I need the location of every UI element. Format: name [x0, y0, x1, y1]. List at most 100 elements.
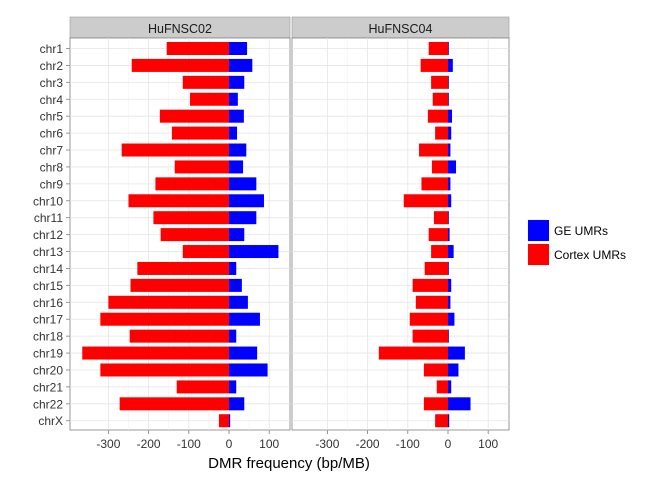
y-tick-label: chr4: [40, 93, 64, 107]
x-axis-title: DMR frequency (bp/MB): [208, 455, 370, 472]
bar-chr18-ge-umrs: [448, 329, 449, 343]
panel-HuFNSC04: HuFNSC04: [291, 16, 510, 431]
bar-chr1-cortex-umrs: [166, 42, 229, 55]
legend-swatch: [528, 220, 549, 241]
bar-chr17-cortex-umrs: [409, 312, 448, 326]
bar-chr21-cortex-umrs: [436, 380, 448, 394]
bar-chr15-cortex-umrs: [130, 278, 229, 292]
bar-chr3-cortex-umrs: [182, 75, 229, 89]
bar-chr1-ge-umrs: [229, 42, 248, 55]
y-tick-label: chr21: [33, 380, 63, 394]
x-tick-label: -300: [315, 437, 339, 451]
bar-chr9-ge-umrs: [229, 177, 257, 191]
bar-chr5-cortex-umrs: [159, 109, 229, 123]
bar-chr20-cortex-umrs: [423, 363, 448, 377]
y-tick-label: chr17: [33, 313, 63, 327]
bar-chr10-ge-umrs: [448, 194, 452, 208]
bar-chr3-ge-umrs: [448, 75, 449, 89]
y-tick-label: chr3: [40, 76, 64, 90]
bar-chr1-ge-umrs: [448, 42, 449, 55]
panel-HuFNSC02: HuFNSC02: [69, 16, 291, 431]
y-tick-label: chr16: [33, 296, 63, 310]
x-axis: -300 -200 -100 0 100 -300 -200 -100 0 100: [96, 430, 499, 451]
legend-swatch: [528, 244, 549, 265]
bar-chr6-cortex-umrs: [435, 126, 448, 140]
bar-chr4-cortex-umrs: [432, 92, 448, 106]
y-tick-label: chrX: [38, 414, 63, 428]
y-tick-label: chr2: [40, 59, 64, 73]
bar-chr13-ge-umrs: [229, 245, 279, 259]
bar-chr11-ge-umrs: [229, 211, 257, 225]
legend: GE UMRs Cortex UMRs: [526, 218, 626, 267]
bar-chr2-ge-umrs: [229, 58, 253, 72]
bar-chr22-ge-umrs: [448, 397, 471, 411]
bar-chr12-cortex-umrs: [160, 228, 229, 242]
panel-background: [291, 37, 510, 431]
bar-chr10-cortex-umrs: [403, 194, 448, 208]
y-tick-label: chr13: [33, 245, 63, 259]
bar-chr20-ge-umrs: [229, 363, 268, 377]
bar-chr21-ge-umrs: [448, 380, 452, 394]
bar-chr14-ge-umrs: [448, 261, 449, 275]
x-tick-label: 100: [478, 437, 498, 451]
bar-chr17-cortex-umrs: [100, 312, 229, 326]
bar-chrX-ge-umrs: [229, 414, 231, 428]
bar-chr5-cortex-umrs: [427, 109, 448, 123]
bar-chr15-ge-umrs: [229, 278, 242, 292]
bar-chr22-cortex-umrs: [119, 397, 229, 411]
bar-chr11-ge-umrs: [448, 211, 449, 225]
bar-chr18-ge-umrs: [229, 329, 237, 343]
bar-chr14-cortex-umrs: [137, 261, 229, 275]
bar-chr15-cortex-umrs: [412, 278, 448, 292]
bar-chr7-ge-umrs: [229, 143, 247, 157]
bar-chr21-cortex-umrs: [176, 380, 229, 394]
bar-chr16-cortex-umrs: [108, 295, 229, 309]
legend-item: GE UMRs: [526, 218, 608, 243]
x-tick-label: 0: [226, 437, 233, 451]
bar-chr7-cortex-umrs: [121, 143, 229, 157]
y-tick-label: chr18: [33, 330, 63, 344]
y-tick-label: chr12: [33, 228, 63, 242]
y-tick-label: chr15: [33, 279, 63, 293]
bar-chr14-ge-umrs: [229, 261, 237, 275]
x-tick-label: -200: [137, 437, 161, 451]
bar-chr11-cortex-umrs: [153, 211, 229, 225]
bar-chr16-ge-umrs: [448, 295, 451, 309]
bar-chr13-cortex-umrs: [182, 245, 229, 259]
y-tick-label: chr7: [40, 144, 64, 158]
bar-chr7-cortex-umrs: [419, 143, 448, 157]
y-tick-label: chr9: [40, 177, 64, 191]
legend-item: Cortex UMRs: [526, 242, 626, 267]
bar-chr3-ge-umrs: [229, 75, 245, 89]
bar-chr17-ge-umrs: [229, 312, 260, 326]
bar-chr6-ge-umrs: [448, 126, 452, 140]
bar-chr4-ge-umrs: [448, 92, 449, 106]
bar-chr2-cortex-umrs: [131, 58, 229, 72]
bar-chr13-ge-umrs: [448, 245, 454, 259]
y-tick-label: chr1: [40, 42, 64, 56]
bar-chr16-ge-umrs: [229, 295, 248, 309]
bar-chr9-ge-umrs: [448, 177, 451, 191]
x-tick-label: -100: [396, 437, 420, 451]
y-tick-label: chr14: [33, 262, 63, 276]
bar-chr2-ge-umrs: [448, 58, 453, 72]
facet-strip-label: HuFNSC04: [369, 22, 433, 36]
bar-chrX-cortex-umrs: [435, 414, 448, 428]
bar-chr21-ge-umrs: [229, 380, 237, 394]
bar-chr17-ge-umrs: [448, 312, 455, 326]
bar-chr18-cortex-umrs: [412, 329, 448, 343]
x-tick-label: 100: [259, 437, 279, 451]
bar-chr9-cortex-umrs: [155, 177, 229, 191]
y-tick-label: chr19: [33, 347, 63, 361]
bar-chr6-cortex-umrs: [171, 126, 229, 140]
bar-chr14-cortex-umrs: [424, 261, 448, 275]
bar-chrX-ge-umrs: [448, 414, 450, 428]
bar-chr19-ge-umrs: [229, 346, 258, 360]
bar-chr6-ge-umrs: [229, 126, 238, 140]
y-tick-label: chr11: [34, 211, 63, 225]
facet-strip-label: HuFNSC02: [148, 22, 212, 36]
bar-chr12-cortex-umrs: [428, 228, 448, 242]
bar-chr13-cortex-umrs: [431, 245, 448, 259]
bar-chr4-ge-umrs: [229, 92, 238, 106]
